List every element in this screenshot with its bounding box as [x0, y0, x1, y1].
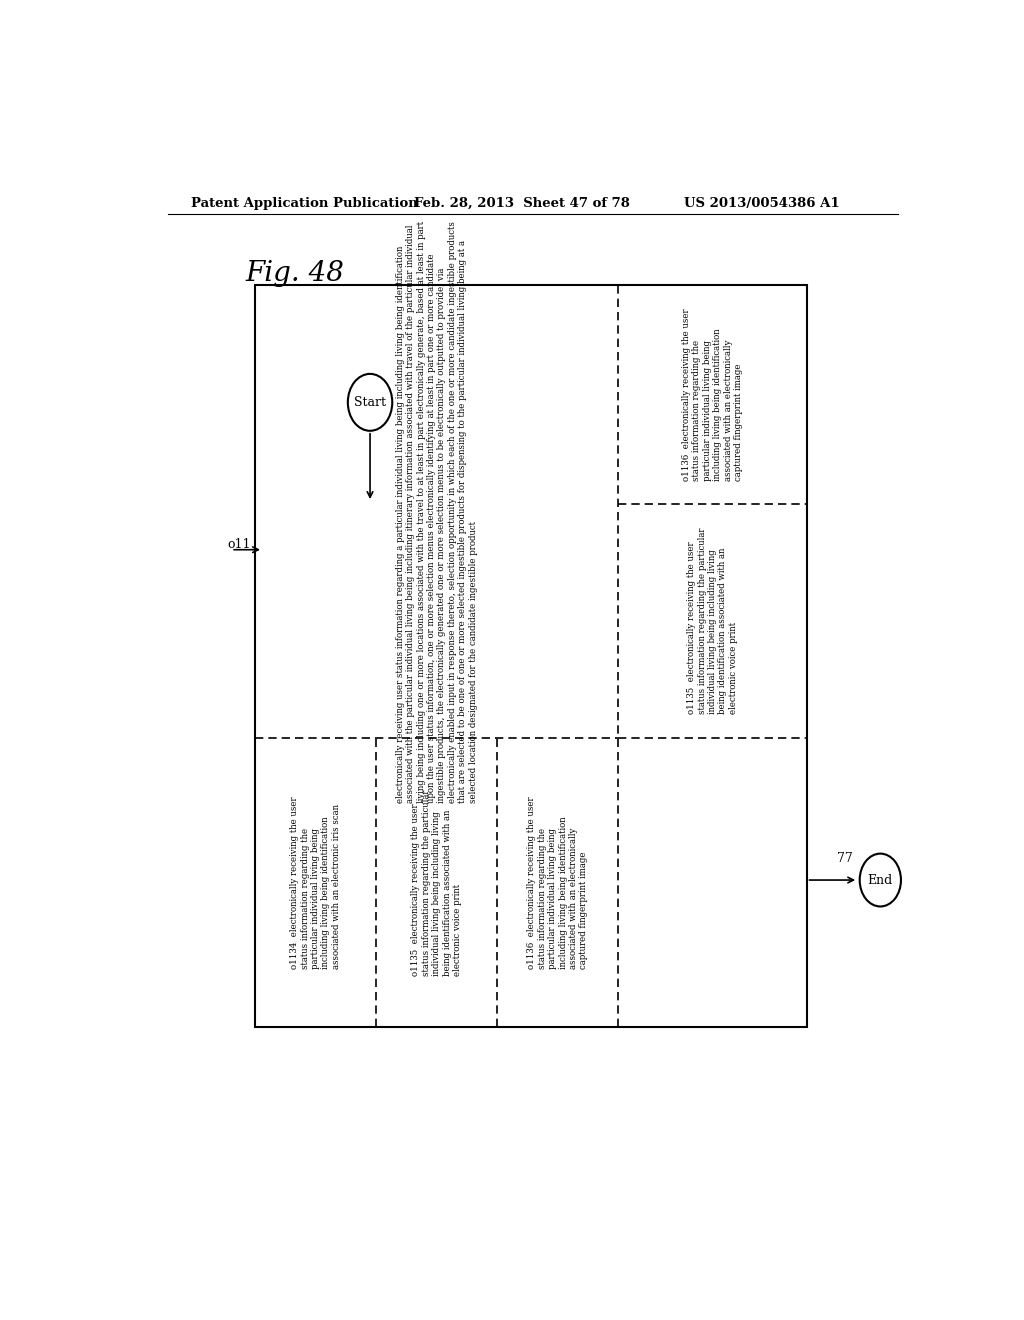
Circle shape [860, 854, 901, 907]
Text: o11: o11 [227, 539, 251, 552]
Text: o1134  electronically receiving the user
status information regarding the
partic: o1134 electronically receiving the user … [290, 796, 341, 969]
Text: US 2013/0054386 A1: US 2013/0054386 A1 [684, 197, 839, 210]
Text: Start: Start [354, 396, 386, 409]
Text: o1136  electronically receiving the user
status information regarding the
partic: o1136 electronically receiving the user … [527, 796, 589, 969]
Text: o1135  electronically receiving the user
status information regarding the partic: o1135 electronically receiving the user … [412, 789, 462, 975]
Text: Feb. 28, 2013  Sheet 47 of 78: Feb. 28, 2013 Sheet 47 of 78 [414, 197, 630, 210]
Text: 77: 77 [837, 851, 853, 865]
Text: o1135  electronically receiving the user
status information regarding the partic: o1135 electronically receiving the user … [687, 528, 737, 714]
Text: o1136  electronically receiving the user
status information regarding the
partic: o1136 electronically receiving the user … [682, 309, 743, 480]
FancyBboxPatch shape [255, 285, 807, 1027]
Circle shape [348, 374, 392, 430]
Text: electronically receiving user status information regarding a particular individu: electronically receiving user status inf… [396, 220, 477, 803]
Text: Fig. 48: Fig. 48 [246, 260, 344, 286]
Text: End: End [867, 874, 893, 887]
Text: Patent Application Publication: Patent Application Publication [191, 197, 418, 210]
